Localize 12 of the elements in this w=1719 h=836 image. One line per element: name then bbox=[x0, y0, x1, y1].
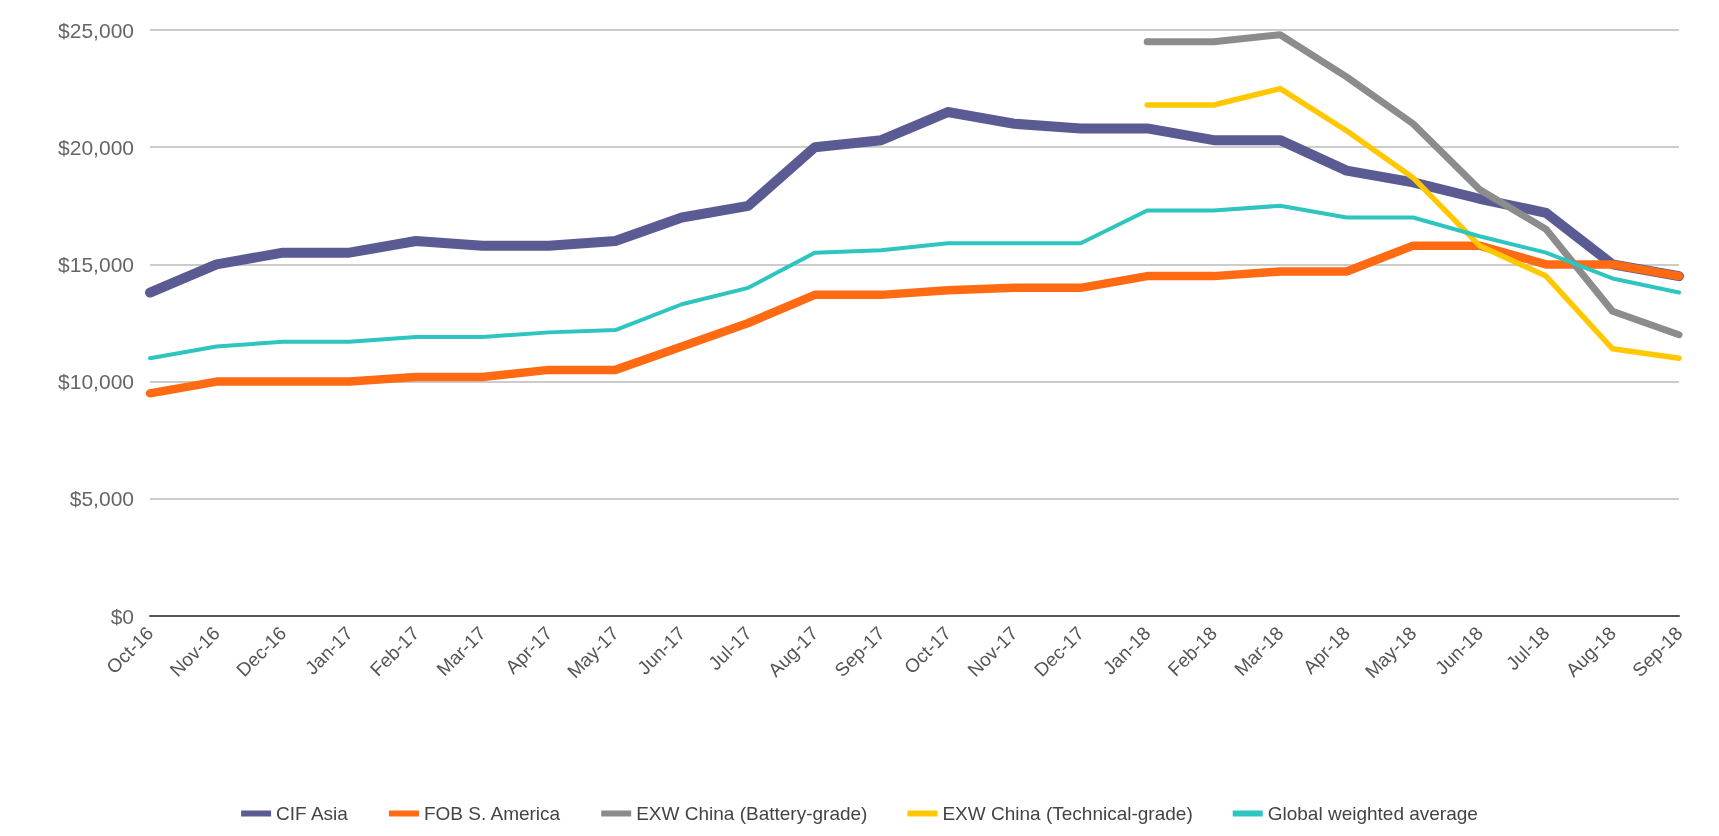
legend-label: Global weighted average bbox=[1267, 803, 1478, 824]
y-tick-label: $25,000 bbox=[58, 18, 134, 42]
y-tick-label: $5,000 bbox=[69, 487, 134, 511]
line-series bbox=[148, 203, 1681, 361]
y-tick-label: $10,000 bbox=[58, 370, 134, 394]
y-tick-label: $20,000 bbox=[58, 135, 134, 159]
legend-label: EXW China (Technical-grade) bbox=[942, 803, 1193, 824]
legend-label: FOB S. America bbox=[423, 803, 561, 824]
legend-label: EXW China (Battery-grade) bbox=[636, 803, 868, 824]
y-tick-label: $15,000 bbox=[58, 252, 134, 276]
legend-label: CIF Asia bbox=[276, 803, 349, 824]
y-tick-label: $0 bbox=[110, 604, 134, 628]
